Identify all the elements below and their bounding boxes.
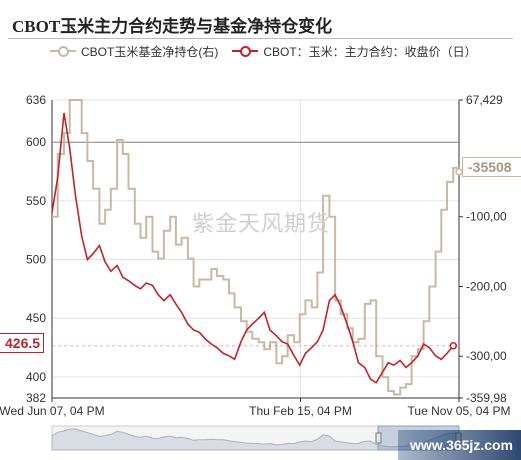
y-right-tick-label: 67,429: [466, 93, 503, 107]
watermark: 紫金天风期货: [192, 211, 331, 236]
axis-layer: 382 400 450 500 550 600 636 -359,98 -300,00 -200,…: [0, 93, 510, 418]
legend-label-close-price: CBOT：玉米：主力合约：收盘价（日）: [263, 44, 477, 59]
legend-swatch-net-position: [50, 45, 76, 57]
y-left-tick-label: 450: [26, 311, 46, 325]
grid-layer: [51, 99, 460, 399]
y-right-tick-label: -300,00: [466, 349, 507, 363]
y-left-tick-label: 550: [26, 194, 46, 208]
legend-item-close-price[interactable]: CBOT：玉米：主力合约：收盘价（日）: [232, 43, 477, 60]
y-right-tick-label: -100,00: [466, 210, 507, 224]
series-line-net-position: [52, 99, 460, 396]
y-left-tick-label: 400: [26, 370, 46, 384]
navigator-handle-left[interactable]: [375, 432, 382, 444]
y-right-tick-label: -359,98: [466, 391, 507, 405]
y-left-tick-label: 500: [26, 253, 46, 267]
series-line-close-price: [51, 112, 454, 384]
x-tick-label: Wed Jun 07, 04 PM: [0, 404, 105, 418]
y-left-tick-label: 382: [26, 391, 46, 405]
legend: CBOT玉米基金净持仓(右) CBOT：玉米：主力合约：收盘价（日）: [50, 42, 477, 60]
chart-title: CBOT玉米主力合约走势与基金净持仓变化: [12, 17, 333, 36]
y-left-tick-label: 600: [26, 135, 46, 149]
y-right-tick-label: -200,00: [466, 279, 507, 293]
legend-item-net-position[interactable]: CBOT玉米基金净持仓(右): [50, 43, 218, 60]
current-net-position-badge: -35508: [462, 157, 521, 177]
range-navigator[interactable]: [51, 425, 462, 451]
site-logo: www.365jz.com: [398, 430, 521, 460]
title-divider: [8, 38, 513, 39]
x-tick-label: Thu Feb 15, 04 PM: [249, 404, 352, 418]
x-tick-label: Tue Nov 05, 04 PM: [408, 404, 511, 418]
legend-swatch-close-price: [232, 45, 259, 57]
y-left-tick-label: 636: [26, 93, 46, 107]
series-end-point-close-price: [449, 342, 458, 350]
current-price-badge: 426.5: [0, 333, 44, 353]
legend-label-net-position: CBOT玉米基金净持仓(右): [81, 44, 219, 59]
series-layer: [51, 99, 463, 396]
